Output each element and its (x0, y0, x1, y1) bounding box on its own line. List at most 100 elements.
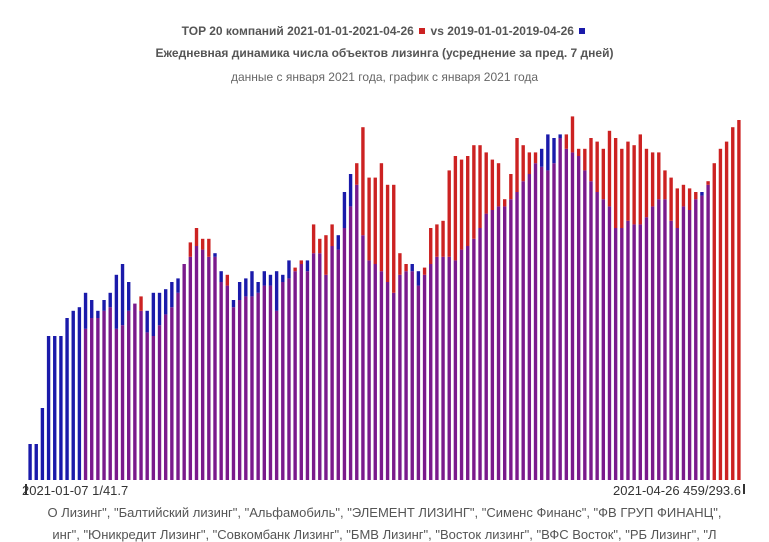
bar-overlap (379, 271, 384, 480)
bar-2019 (71, 310, 75, 480)
bar-2021 (663, 170, 667, 200)
bar-2021 (712, 163, 716, 480)
bar-overlap (367, 260, 371, 480)
bar-2021 (139, 296, 143, 311)
bar-2021 (188, 242, 193, 257)
bar-2021 (447, 170, 451, 257)
bar-2021 (675, 188, 679, 228)
bar-overlap (268, 285, 273, 480)
bar-2019 (151, 292, 156, 336)
bar-2019 (305, 260, 310, 272)
bar-overlap (416, 285, 421, 480)
bar-overlap (620, 228, 624, 480)
bar-overlap (398, 274, 402, 480)
bar-2019 (552, 138, 556, 164)
bar-2021 (490, 159, 495, 210)
bar-2021 (601, 148, 606, 200)
bar-overlap (663, 199, 667, 480)
bar-overlap (607, 206, 612, 480)
bar-overlap (435, 256, 439, 480)
bar-2019 (145, 310, 149, 333)
bar-overlap (207, 256, 211, 480)
bar-2019 (170, 282, 174, 308)
bar-overlap (466, 246, 470, 480)
bar-overlap (638, 224, 642, 480)
bar-overlap (182, 264, 186, 480)
bar-2021 (706, 181, 710, 185)
bar-overlap (404, 271, 408, 480)
bar-2019 (539, 148, 544, 167)
bar-2021 (367, 177, 371, 261)
bar-overlap (539, 166, 544, 481)
bar-2021 (583, 148, 587, 171)
bar-overlap (219, 282, 223, 480)
bar-2021 (669, 177, 673, 221)
bar-2021 (466, 156, 470, 246)
bar-2019 (114, 274, 119, 329)
bar-2019 (53, 336, 57, 480)
bar-2019 (28, 444, 32, 480)
bar-2019 (274, 271, 279, 311)
bar-overlap (244, 296, 248, 480)
bar-overlap (305, 271, 310, 480)
bar-2019 (213, 253, 217, 257)
bar-2021 (657, 152, 661, 200)
bar-2021 (570, 116, 575, 153)
bar-2019 (96, 310, 100, 318)
bar-overlap (96, 318, 100, 480)
bar-overlap (564, 148, 569, 481)
bar-2019 (231, 300, 236, 308)
bar-overlap (163, 314, 168, 480)
bar-2021 (404, 264, 408, 272)
bar-2021 (496, 163, 501, 207)
bar-overlap (447, 256, 451, 480)
bar-overlap (120, 325, 125, 480)
bar-overlap (373, 264, 377, 480)
bar-2021 (311, 224, 316, 254)
bar-overlap (503, 206, 507, 480)
x-axis-start-label: 2021-01-07 1/41.7 (22, 483, 129, 498)
bar-2021 (737, 120, 741, 480)
bar-2021 (595, 141, 599, 192)
bar-2019 (219, 271, 223, 282)
bar-2021 (638, 134, 642, 225)
bar-2019 (90, 300, 94, 318)
bar-2021 (330, 224, 334, 246)
company-list-line-2: инг", "Юникредит Лизинг", "Совкомбанк Ли… (52, 527, 717, 542)
bar-overlap (311, 253, 316, 480)
bar-overlap (170, 307, 174, 480)
bar-overlap (650, 206, 655, 480)
bar-2019 (262, 271, 266, 286)
bar-overlap (533, 163, 538, 480)
bar-2021 (484, 152, 488, 214)
bar-2021 (398, 253, 402, 275)
bar-overlap (484, 213, 488, 480)
bar-overlap (546, 170, 550, 480)
bar-2019 (268, 274, 273, 286)
bar-2021 (687, 188, 692, 210)
bar-2019 (59, 336, 63, 480)
bar-2021 (361, 127, 365, 236)
bar-2019 (102, 300, 106, 311)
bar-2021 (472, 145, 476, 239)
bar-overlap (521, 181, 525, 480)
bar-overlap (90, 318, 94, 480)
bar-overlap (583, 170, 587, 480)
bar-overlap (83, 328, 88, 480)
bar-2021 (509, 174, 513, 200)
bar-overlap (293, 271, 297, 480)
title-period-2021: TOP 20 компаний 2021-01-01-2021-04-26 (181, 24, 414, 38)
bar-overlap (675, 228, 679, 480)
bar-2021 (435, 224, 439, 257)
legend-swatch-2021 (419, 28, 426, 34)
bar-2019 (46, 336, 51, 480)
bar-overlap (231, 307, 236, 480)
bar-2021 (207, 238, 211, 257)
bar-2021 (355, 163, 359, 185)
bar-overlap (453, 260, 458, 480)
bar-2021 (521, 145, 525, 182)
bar-overlap (385, 282, 390, 480)
bar-overlap (694, 199, 698, 480)
bar-overlap (336, 249, 340, 480)
